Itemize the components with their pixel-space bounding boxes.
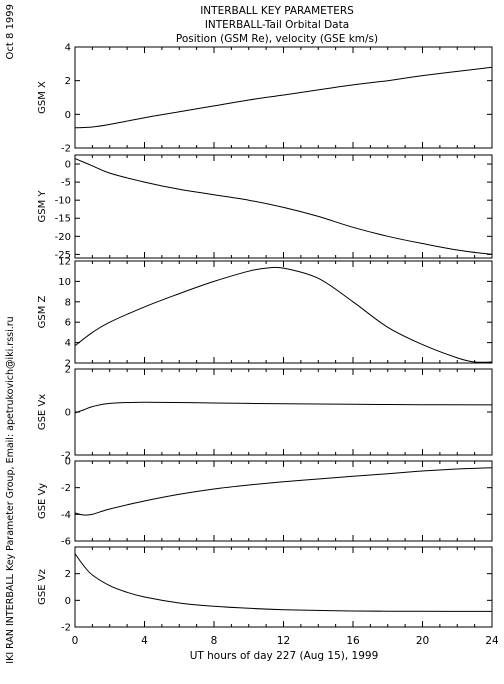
y-tick-label: 10: [58, 277, 71, 288]
y-axis-label: GSM X: [37, 81, 48, 114]
series-line: [74, 553, 493, 612]
y-tick-label: 4: [65, 338, 71, 349]
series-line: [74, 266, 493, 363]
y-tick-label: 2: [65, 359, 71, 370]
y-axis-label: GSE Vx: [37, 394, 48, 430]
x-tick-label: 0: [72, 635, 79, 647]
y-tick-label: 0: [65, 596, 71, 607]
figure-subtitle: INTERBALL-Tail Orbital Data: [205, 19, 349, 31]
plot-frame: [74, 368, 493, 456]
x-tick-label: 12: [277, 635, 290, 647]
x-tick-label: 8: [211, 635, 218, 647]
y-tick-label: -2: [61, 623, 71, 634]
y-tick-label: 2: [65, 569, 71, 580]
x-tick-label: 4: [141, 635, 148, 647]
series-line: [74, 158, 493, 255]
y-tick-label: 4: [65, 43, 71, 54]
y-tick-label: 0: [65, 408, 71, 419]
plot-frame: [74, 46, 493, 149]
figure-subtitle-2: Position (GSM Re), velocity (GSE km/s): [176, 33, 378, 45]
y-tick-label: -6: [61, 537, 71, 548]
y-tick-label: 12: [58, 257, 71, 268]
y-tick-label: 0: [65, 160, 71, 171]
x-axis-label: UT hours of day 227 (Aug 15), 1999: [190, 650, 379, 662]
y-tick-label: 0: [65, 110, 71, 121]
plot-frame: [74, 154, 493, 259]
y-axis-label: GSM Z: [37, 295, 48, 328]
plot-frame: [74, 460, 493, 542]
y-tick-label: 2: [65, 365, 71, 376]
y-tick-label: 2: [65, 76, 71, 87]
y-tick-label: -2: [61, 483, 71, 494]
series-line: [74, 401, 493, 414]
plot-frame: [74, 546, 493, 628]
y-tick-label: 8: [65, 297, 71, 308]
side-credit: IKI RAN INTERBALL Key Parameter Group, E…: [5, 316, 16, 663]
y-tick-label: -10: [55, 196, 71, 207]
x-tick-label: 24: [485, 635, 499, 647]
figure-title: INTERBALL KEY PARAMETERS: [200, 5, 354, 17]
y-tick-label: -4: [61, 510, 71, 521]
y-tick-label: -25: [55, 250, 71, 261]
y-tick-label: -15: [55, 214, 71, 225]
y-tick-label: 0: [65, 457, 71, 468]
side-date: Oct 8 1999: [5, 4, 16, 59]
x-tick-label: 20: [416, 635, 429, 647]
y-tick-label: -5: [61, 178, 71, 189]
y-axis-label: GSE Vz: [37, 569, 48, 605]
y-axis-label: GSM Y: [37, 190, 48, 223]
y-tick-label: -20: [55, 232, 71, 243]
y-tick-label: 6: [65, 318, 71, 329]
x-tick-label: 16: [346, 635, 360, 647]
y-tick-label: -2: [61, 451, 71, 462]
series-line: [74, 467, 493, 516]
y-axis-label: GSE Vy: [37, 483, 48, 519]
y-tick-label: -2: [61, 144, 71, 155]
series-line: [74, 66, 493, 129]
